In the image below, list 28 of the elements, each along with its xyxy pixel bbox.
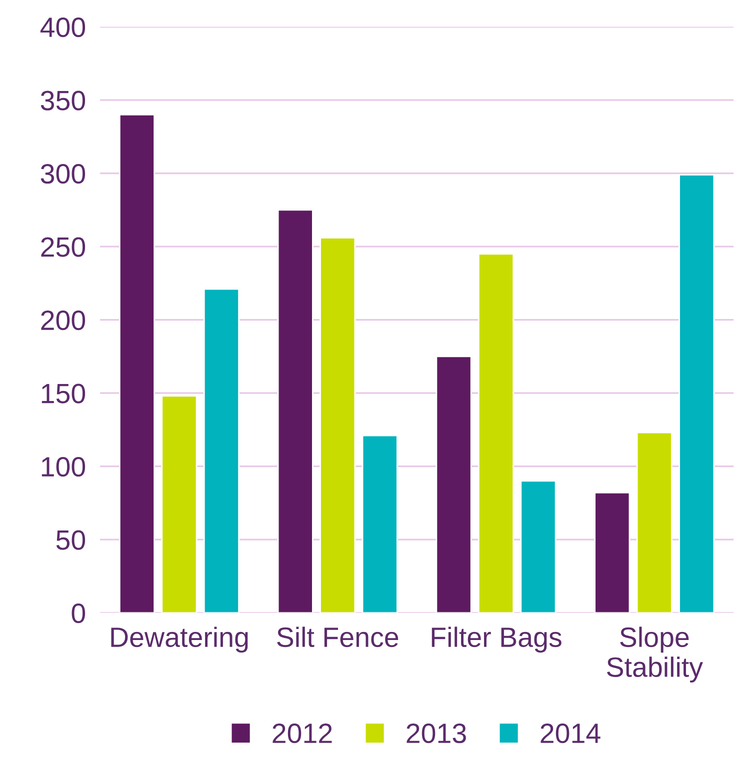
y-tick-label: 400 bbox=[40, 17, 86, 38]
y-tick-label: 200 bbox=[41, 310, 86, 330]
bar bbox=[118, 114, 156, 613]
bar bbox=[277, 209, 314, 613]
bar bbox=[594, 492, 630, 613]
bar bbox=[636, 432, 672, 613]
legend-label: 2013 bbox=[406, 724, 466, 744]
x-tick-label: Dewatering bbox=[111, 626, 248, 653]
x-tick-label: Slope Stability bbox=[607, 626, 703, 683]
y-tick-label: 100 bbox=[42, 456, 86, 477]
y-tick-label: 250 bbox=[41, 237, 86, 257]
x-tick-label: Silt Fence bbox=[277, 626, 398, 648]
bar bbox=[478, 253, 514, 613]
bar bbox=[678, 174, 715, 613]
y-tick-label: 350 bbox=[40, 90, 86, 110]
bar bbox=[436, 356, 472, 613]
x-tick-label: Filter Bags bbox=[432, 626, 562, 653]
y-tick-label: 150 bbox=[42, 384, 86, 404]
bar bbox=[320, 237, 356, 613]
legend-label: 2014 bbox=[540, 724, 600, 744]
y-tick-label: 0 bbox=[72, 603, 86, 624]
bar bbox=[520, 480, 556, 613]
y-tick-label: 50 bbox=[56, 530, 86, 550]
bar bbox=[161, 395, 198, 613]
bar bbox=[203, 288, 240, 613]
y-tick-label: 300 bbox=[40, 164, 86, 184]
bar bbox=[362, 434, 398, 613]
legend-label: 2012 bbox=[272, 724, 332, 744]
